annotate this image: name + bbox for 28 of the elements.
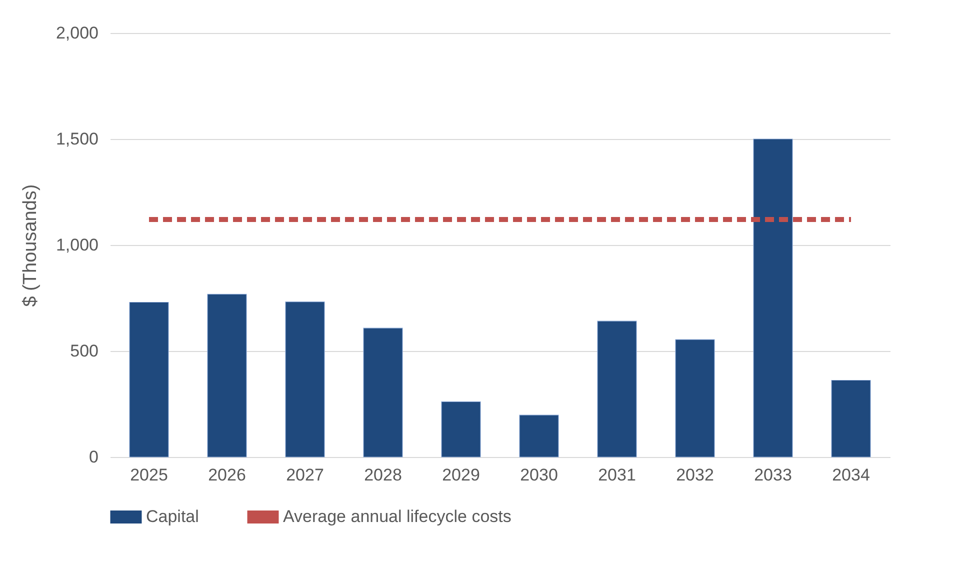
- y-tick-label: 1,500: [56, 130, 98, 148]
- bar: [519, 414, 559, 458]
- legend-label: Average annual lifecycle costs: [283, 507, 512, 526]
- x-tick-label: 2034: [832, 466, 870, 484]
- x-tick-label: 2029: [442, 466, 480, 484]
- bar: [753, 138, 793, 458]
- bar: [363, 328, 403, 458]
- bar: [597, 320, 637, 458]
- x-tick-label: 2027: [286, 466, 324, 484]
- bar: [441, 401, 481, 458]
- y-tick-label: 1,000: [56, 236, 98, 254]
- y-tick-label: 2,000: [56, 24, 98, 42]
- bar: [285, 302, 325, 458]
- y-tick-label: 0: [89, 448, 98, 466]
- y-axis-title: $ (Thousands): [20, 184, 41, 307]
- x-tick-label: 2030: [520, 466, 558, 484]
- x-tick-label: 2031: [598, 466, 636, 484]
- x-tick-label: 2025: [130, 466, 168, 484]
- bar: [675, 339, 715, 458]
- x-tick-label: 2028: [364, 466, 402, 484]
- legend-label: Capital: [146, 507, 199, 526]
- x-tick-label: 2033: [754, 466, 792, 484]
- y-tick-label: 500: [70, 342, 98, 360]
- x-tick-label: 2032: [676, 466, 714, 484]
- bar: [207, 294, 247, 458]
- bar: [129, 302, 169, 458]
- bar: [831, 380, 871, 458]
- x-tick-label: 2026: [208, 466, 246, 484]
